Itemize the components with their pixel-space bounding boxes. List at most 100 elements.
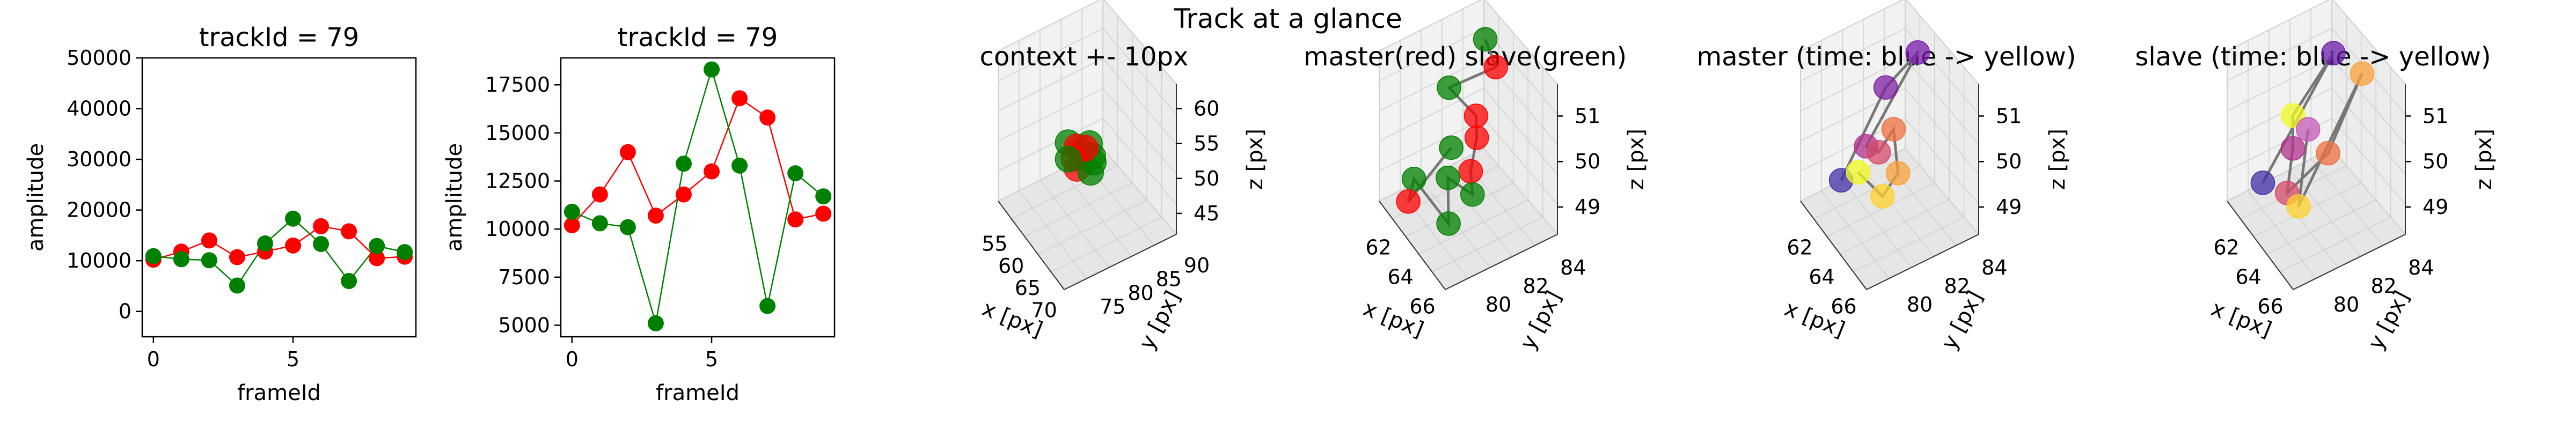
grid-line (1040, 180, 1110, 268)
data-point (229, 277, 245, 294)
data-point (591, 186, 608, 203)
chart-title: trackId = 79 (199, 23, 360, 53)
y-tick-label: 0 (119, 300, 131, 323)
z-axis-label: z [px] (2045, 129, 2070, 190)
x-tick-label: 0 (566, 347, 579, 371)
scatter-point (1885, 161, 1911, 186)
grid-line (1800, 28, 1906, 82)
data-point (815, 205, 832, 222)
data-point (787, 165, 804, 182)
scatter-point (1439, 135, 1463, 160)
y-tick-label: 75 (1100, 295, 1125, 319)
grid-line (1418, 199, 1528, 255)
data-point (647, 315, 664, 331)
data-point (285, 237, 302, 254)
line-chart-2: trackId = 79 frameId amplitude 0 5 5000 7500 10… (442, 23, 836, 405)
grid-line (998, 28, 1103, 82)
data-point (704, 163, 720, 180)
scatter-point (1402, 166, 1426, 191)
x-tick-label: 70 (1031, 298, 1057, 322)
scatter-point (1077, 159, 1104, 186)
grid-line (1842, 180, 1912, 268)
z-tick-label: 50 (1575, 150, 1600, 173)
data-point (619, 144, 636, 160)
series-line-1 (153, 225, 405, 261)
x-tick-label: 62 (2213, 236, 2239, 260)
z-tick-label: 55 (1194, 132, 1219, 156)
series-line-2 (153, 218, 405, 287)
chart-title: master(red) slave(green) (1304, 42, 1627, 72)
line-chart-1: trackId = 79 frameId amplitude 0 5 0 10000 2000… (24, 23, 417, 405)
data-point (341, 273, 357, 289)
data-point (731, 90, 748, 107)
axis-edge (1064, 234, 1177, 290)
scatter-point (1473, 27, 1498, 52)
scatter-point (2250, 171, 2275, 195)
z-axis-label: z [px] (1243, 129, 1268, 190)
y-tick-label: 84 (1560, 256, 1586, 279)
grid-line (1432, 217, 1543, 272)
scatter-point (1396, 189, 1421, 214)
data-point (675, 186, 692, 203)
plot-frame (560, 57, 836, 338)
data-point (145, 248, 162, 264)
grid-line (1905, 58, 1979, 145)
z-tick-label: 51 (2423, 104, 2448, 128)
y-tick-label: 82 (1523, 275, 1549, 298)
figure-suptitle: Track at a glance (1173, 3, 1402, 34)
grid-line (998, 118, 1103, 172)
grid-line (1379, 28, 1484, 82)
grid-line (1379, 118, 1484, 172)
grid-line (1102, 28, 1177, 115)
scatter-point (2280, 136, 2306, 161)
scatter-point (1458, 159, 1483, 184)
scatter-point (1881, 117, 1906, 142)
data-point (173, 251, 189, 268)
scatter-point (2316, 141, 2340, 166)
grid-line (1840, 199, 1950, 255)
data-point (229, 249, 245, 265)
grid-line (1379, 58, 1484, 112)
grid-line (1379, 88, 1484, 142)
z-axis-label: z [px] (1624, 129, 1649, 190)
y-tick-label: 80 (1907, 293, 1933, 316)
grid-line (1826, 182, 1935, 237)
data-point (815, 188, 832, 205)
y-tick-label: 90 (1184, 254, 1210, 277)
y-tick-label: 80 (2333, 293, 2359, 316)
grid-line (1024, 182, 1133, 237)
series-line-2 (572, 67, 824, 324)
axis-edge (2227, 201, 2294, 290)
grid-line (2331, 118, 2406, 205)
scatter-point (2350, 61, 2375, 86)
scatter-point (1437, 75, 1461, 100)
y-tick-label: 5000 (498, 313, 550, 337)
x-tick-label: 66 (1831, 295, 1856, 319)
scatter-point (1463, 103, 1489, 128)
y-tick-label: 17500 (485, 73, 550, 97)
x-tick-label: 64 (1809, 265, 1834, 289)
scatter-point (1436, 165, 1460, 190)
y-tick-label: 82 (1944, 275, 1970, 298)
z-tick-label: 49 (1996, 195, 2022, 219)
scatter-point (2295, 117, 2321, 142)
z-tick-label: 49 (2423, 195, 2448, 219)
y-tick-label: 10000 (67, 249, 131, 272)
data-point (257, 235, 273, 252)
y-tick-label: 10000 (485, 217, 550, 241)
x-tick-label: 5 (705, 347, 718, 371)
z-tick-label: 50 (1194, 167, 1219, 190)
x-tick-label: 66 (2257, 295, 2283, 319)
grid-line (1060, 169, 1132, 257)
grid-line (2280, 217, 2391, 272)
grid-line (1853, 217, 1964, 272)
x-tick-label: 5 (287, 347, 299, 371)
data-point (369, 250, 385, 267)
z-axis-label: z [px] (2472, 129, 2497, 190)
axis-edge (1866, 234, 1979, 290)
x-axis-label: frameId (237, 381, 321, 405)
